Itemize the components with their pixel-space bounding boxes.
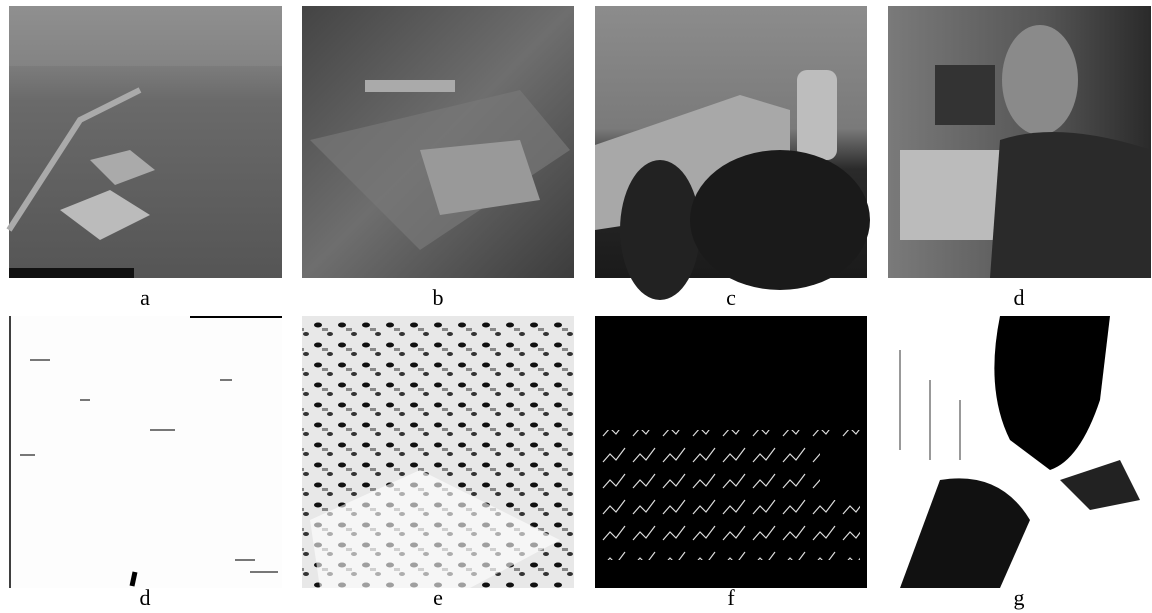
- panel-label: d: [140, 585, 151, 610]
- image-map-g: [888, 316, 1151, 588]
- panel-label: e: [433, 585, 443, 610]
- panel-label: d: [1014, 285, 1025, 310]
- image-map-e: [302, 316, 574, 588]
- panel-label: b: [433, 285, 444, 310]
- panel-label: a: [140, 285, 150, 310]
- panel-label: c: [726, 285, 736, 310]
- image-b: [302, 6, 574, 278]
- image-a: [6, 6, 282, 278]
- image-c: [595, 6, 870, 300]
- image-map-f: [595, 316, 867, 588]
- panel-label: g: [1014, 585, 1025, 610]
- image-d: [888, 6, 1151, 278]
- image-map-d: [9, 316, 282, 588]
- panel-label: f: [727, 585, 735, 610]
